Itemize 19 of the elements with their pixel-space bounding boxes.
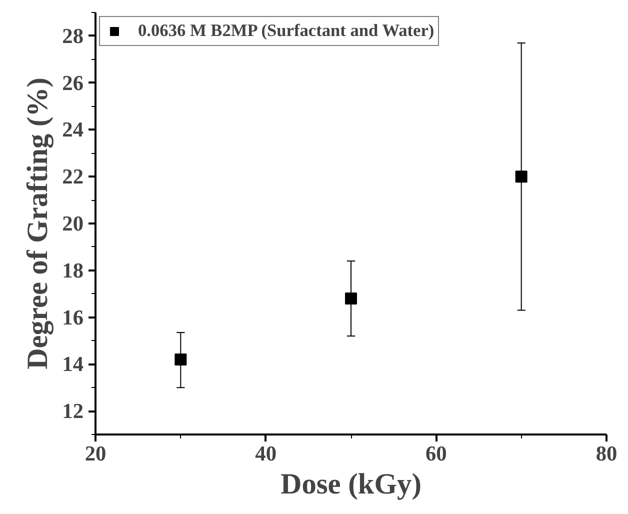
x-axis-title: Dose (kGy) (280, 468, 422, 500)
y-tick-label: 24 (62, 118, 84, 142)
y-tick-label: 18 (62, 258, 84, 282)
y-tick-label: 20 (62, 212, 84, 236)
y-tick-label: 28 (62, 24, 84, 48)
point (515, 170, 528, 183)
point (174, 353, 187, 366)
x-tick-label: 20 (84, 442, 106, 466)
y-tick-label: 26 (62, 70, 84, 95)
y-tick-label: 16 (62, 305, 84, 330)
x-tick-label: 60 (426, 442, 447, 466)
legend-label: 0.0636 M B2MP (Surfactant and Water) (138, 21, 434, 41)
x-tick-label: 80 (596, 442, 618, 466)
y-axis-title: Degree of Grafting (%) (22, 78, 54, 370)
y-tick-label: 12 (62, 399, 84, 424)
y-tick-label: 22 (62, 164, 84, 189)
y-tick-label: 14 (62, 352, 84, 376)
x-tick-label: 40 (255, 442, 276, 466)
point (345, 292, 357, 305)
